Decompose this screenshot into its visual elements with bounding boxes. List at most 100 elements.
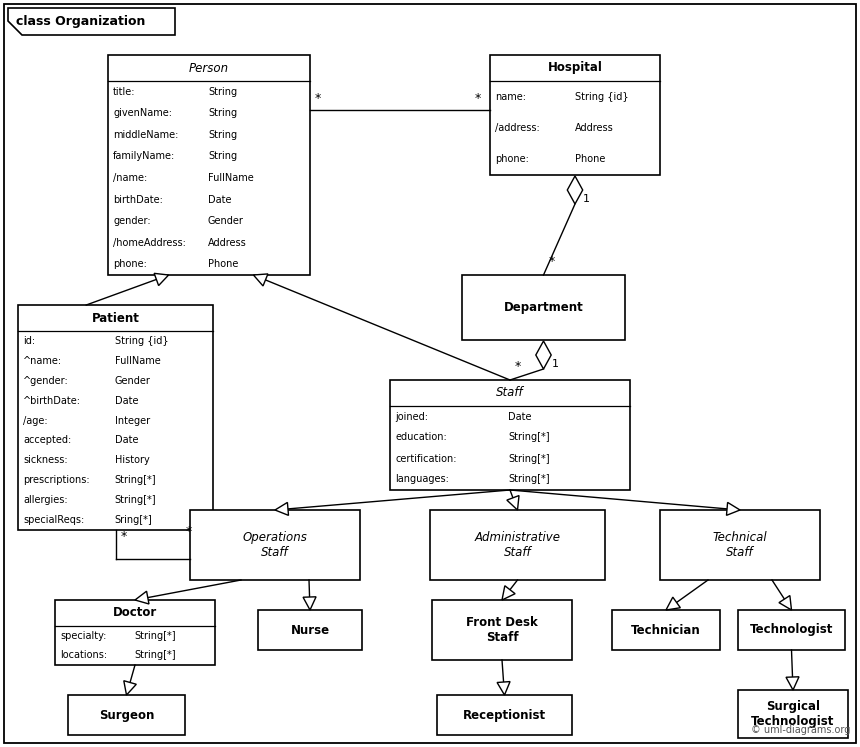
Text: *: *: [549, 255, 555, 268]
Text: String[*]: String[*]: [114, 495, 157, 505]
Bar: [738, 610, 845, 650]
Text: Date: Date: [114, 396, 138, 406]
Text: phone:: phone:: [495, 155, 529, 164]
Text: accepted:: accepted:: [23, 436, 71, 445]
Polygon shape: [303, 597, 316, 610]
Text: Department: Department: [504, 301, 583, 314]
Text: FullName: FullName: [208, 173, 254, 183]
Text: education:: education:: [395, 433, 446, 442]
Text: allergies:: allergies:: [23, 495, 68, 505]
Bar: [432, 600, 572, 660]
Text: Front Desk
Staff: Front Desk Staff: [466, 616, 538, 644]
Bar: [437, 695, 572, 735]
Bar: [490, 55, 660, 175]
Polygon shape: [779, 595, 791, 610]
Bar: [430, 510, 605, 580]
Text: FullName: FullName: [114, 356, 160, 366]
Text: Sring[*]: Sring[*]: [114, 515, 152, 525]
Text: ^birthDate:: ^birthDate:: [23, 396, 81, 406]
Text: String {id}: String {id}: [114, 336, 169, 346]
Text: Date: Date: [508, 412, 531, 421]
Text: *: *: [475, 92, 482, 105]
Polygon shape: [666, 597, 680, 610]
Text: specialReqs:: specialReqs:: [23, 515, 84, 525]
Bar: [612, 610, 720, 650]
Text: *: *: [315, 92, 322, 105]
Text: class Organization: class Organization: [16, 15, 145, 28]
Text: Operations
Staff: Operations Staff: [243, 531, 307, 559]
Text: String: String: [208, 130, 237, 140]
Text: /address:: /address:: [495, 123, 540, 133]
Text: String: String: [208, 108, 237, 118]
Text: Surgeon: Surgeon: [99, 708, 154, 722]
Text: birthDate:: birthDate:: [113, 194, 163, 205]
Bar: [660, 510, 820, 580]
Polygon shape: [124, 681, 136, 695]
Text: Receptionist: Receptionist: [463, 708, 546, 722]
Text: Gender: Gender: [114, 376, 150, 385]
Bar: [190, 510, 360, 580]
Text: String[*]: String[*]: [135, 650, 176, 660]
Polygon shape: [502, 586, 515, 600]
Text: Technical
Staff: Technical Staff: [713, 531, 767, 559]
Bar: [18, 305, 213, 530]
Text: © uml-diagrams.org: © uml-diagrams.org: [751, 725, 850, 735]
Bar: [108, 55, 310, 275]
Text: *: *: [186, 525, 193, 538]
Text: *: *: [515, 360, 521, 373]
Polygon shape: [154, 273, 169, 285]
Text: phone:: phone:: [113, 259, 147, 269]
Text: familyName:: familyName:: [113, 152, 175, 161]
Text: Address: Address: [208, 238, 247, 248]
Text: *: *: [120, 530, 126, 543]
Text: Phone: Phone: [574, 155, 605, 164]
Text: Staff: Staff: [496, 386, 524, 400]
Text: /age:: /age:: [23, 415, 47, 426]
Text: History: History: [114, 456, 150, 465]
Text: prescriptions:: prescriptions:: [23, 475, 89, 486]
Text: givenName:: givenName:: [113, 108, 172, 118]
Polygon shape: [135, 591, 149, 604]
Polygon shape: [254, 274, 268, 286]
Bar: [55, 600, 215, 665]
Text: Nurse: Nurse: [291, 624, 329, 636]
Bar: [390, 380, 630, 490]
Text: title:: title:: [113, 87, 136, 97]
Polygon shape: [275, 503, 288, 515]
Text: String {id}: String {id}: [574, 92, 628, 102]
Text: Date: Date: [208, 194, 231, 205]
Text: languages:: languages:: [395, 474, 449, 485]
Text: /name:: /name:: [113, 173, 147, 183]
Text: String: String: [208, 87, 237, 97]
Text: Technologist: Technologist: [750, 624, 833, 636]
Text: joined:: joined:: [395, 412, 428, 421]
Text: name:: name:: [495, 92, 526, 102]
Text: 1: 1: [551, 359, 558, 369]
Text: id:: id:: [23, 336, 35, 346]
Text: Administrative
Staff: Administrative Staff: [475, 531, 561, 559]
Text: 1: 1: [583, 194, 590, 204]
Polygon shape: [568, 176, 583, 204]
Text: Patient: Patient: [91, 311, 139, 324]
Text: Surgical
Technologist: Surgical Technologist: [752, 700, 835, 728]
Polygon shape: [497, 681, 510, 695]
Text: Address: Address: [574, 123, 613, 133]
Text: specialty:: specialty:: [60, 630, 107, 641]
Text: Gender: Gender: [208, 216, 244, 226]
Text: locations:: locations:: [60, 650, 108, 660]
Text: certification:: certification:: [395, 453, 457, 463]
Text: String[*]: String[*]: [508, 453, 550, 463]
Text: sickness:: sickness:: [23, 456, 68, 465]
Text: Hospital: Hospital: [548, 61, 603, 75]
Polygon shape: [786, 677, 799, 690]
Bar: [258, 610, 362, 650]
Polygon shape: [507, 495, 519, 510]
Text: String[*]: String[*]: [135, 630, 176, 641]
Text: String: String: [208, 152, 237, 161]
Text: Integer: Integer: [114, 415, 150, 426]
Text: String[*]: String[*]: [508, 433, 550, 442]
Polygon shape: [8, 8, 175, 35]
Text: String[*]: String[*]: [508, 474, 550, 485]
Text: Doctor: Doctor: [113, 607, 157, 619]
Text: Date: Date: [114, 436, 138, 445]
